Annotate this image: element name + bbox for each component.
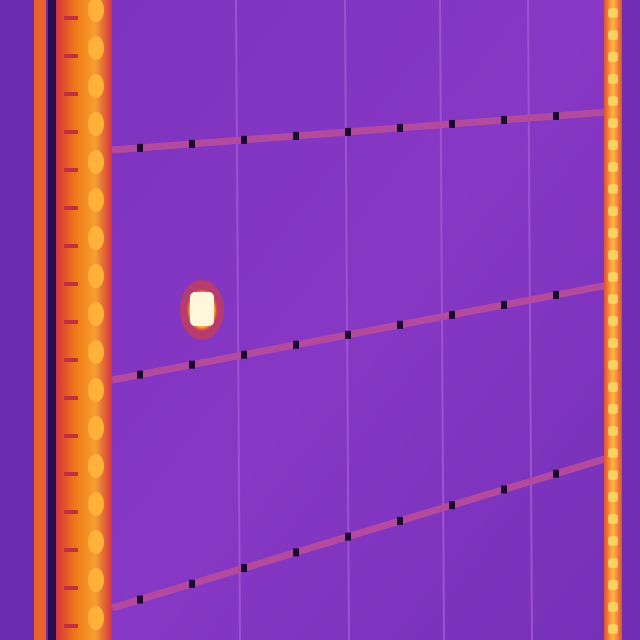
busbars <box>110 108 610 612</box>
frame-tick <box>608 30 618 40</box>
frame-notch <box>64 206 78 210</box>
busbar-mark <box>501 485 507 494</box>
frame-bump <box>88 454 104 478</box>
busbar-mark <box>241 564 247 573</box>
busbar-mark <box>241 135 247 144</box>
frame-bump <box>88 340 104 364</box>
frame-notch <box>64 244 78 248</box>
frame-tick <box>608 382 618 392</box>
frame-notch <box>64 358 78 362</box>
frame-tick <box>608 52 618 62</box>
frame-notch <box>64 16 78 20</box>
frame-bump <box>88 416 104 440</box>
left-frame <box>56 0 112 640</box>
frame-tick <box>608 448 618 458</box>
frame-bump <box>88 264 104 288</box>
busbar-mark <box>553 111 559 120</box>
frame-tick <box>608 338 618 348</box>
frame-tick <box>608 272 618 282</box>
frame-tick <box>608 514 618 524</box>
frame-notch <box>64 396 78 400</box>
frame-tick <box>608 360 618 370</box>
frame-tick <box>608 184 618 194</box>
frame-tick <box>608 118 618 128</box>
busbar-mark <box>397 516 403 525</box>
frame-bump <box>88 112 104 136</box>
frame-tick <box>608 580 618 590</box>
frame-notch <box>64 510 78 514</box>
busbar-mark <box>449 119 455 128</box>
frame-tick <box>608 96 618 106</box>
frame-tick <box>608 206 618 216</box>
left-edge-strip <box>34 0 46 640</box>
frame-tick <box>608 294 618 304</box>
busbar-mark <box>293 548 299 557</box>
frame-bump <box>88 188 104 212</box>
frame-bump <box>88 530 104 554</box>
busbar-mark <box>397 320 403 329</box>
busbar-mark <box>189 579 195 588</box>
frame-bump <box>88 492 104 516</box>
frame-tick <box>608 250 618 260</box>
frame-tick <box>608 426 618 436</box>
busbar-mark <box>553 469 559 478</box>
busbar-mark <box>189 360 195 369</box>
busbar-mark <box>345 127 351 136</box>
frame-notch <box>64 54 78 58</box>
busbar-mark <box>501 300 507 309</box>
frame-tick <box>608 624 618 634</box>
frame-bump <box>88 0 104 22</box>
frame-bump <box>88 74 104 98</box>
busbar-mark <box>449 501 455 510</box>
frame-notch <box>64 92 78 96</box>
frame-notch <box>64 586 78 590</box>
hotspot <box>180 280 224 340</box>
busbar-mark <box>241 350 247 359</box>
frame-notch <box>64 624 78 628</box>
frame-notch <box>64 130 78 134</box>
right-frame <box>604 0 640 640</box>
busbar-mark <box>189 139 195 148</box>
frame-tick <box>608 558 618 568</box>
frame-tick <box>608 536 618 546</box>
frame-notch <box>64 168 78 172</box>
frame-tick <box>608 162 618 172</box>
frame-tick <box>608 316 618 326</box>
frame-tick <box>608 470 618 480</box>
frame-tick <box>608 228 618 238</box>
frame-tick <box>608 8 618 18</box>
frame-bump <box>88 36 104 60</box>
frame-notch <box>64 472 78 476</box>
frame-bump <box>88 378 104 402</box>
busbar-mark <box>553 290 559 299</box>
busbar-mark <box>137 370 143 379</box>
frame-tick <box>608 74 618 84</box>
busbar-mark <box>137 595 143 604</box>
frame-bump <box>88 150 104 174</box>
left-dark-gap <box>48 0 56 640</box>
frame-notch <box>64 320 78 324</box>
busbar-mark <box>345 532 351 541</box>
busbar-mark <box>137 143 143 152</box>
frame-notch <box>64 434 78 438</box>
frame-tick <box>608 492 618 502</box>
frame-bump <box>88 568 104 592</box>
frame-tick <box>608 602 618 612</box>
frame-tick <box>608 140 618 150</box>
busbar-mark <box>293 340 299 349</box>
frame-tick <box>608 404 618 414</box>
busbar-mark <box>501 115 507 124</box>
busbar-mark <box>449 310 455 319</box>
busbar-mark <box>293 131 299 140</box>
frame-notch <box>64 548 78 552</box>
busbar-mark <box>397 123 403 132</box>
busbar-mark <box>345 330 351 339</box>
frame-bump <box>88 302 104 326</box>
frame-bump <box>88 606 104 630</box>
frame-bump <box>88 226 104 250</box>
frame-notch <box>64 282 78 286</box>
